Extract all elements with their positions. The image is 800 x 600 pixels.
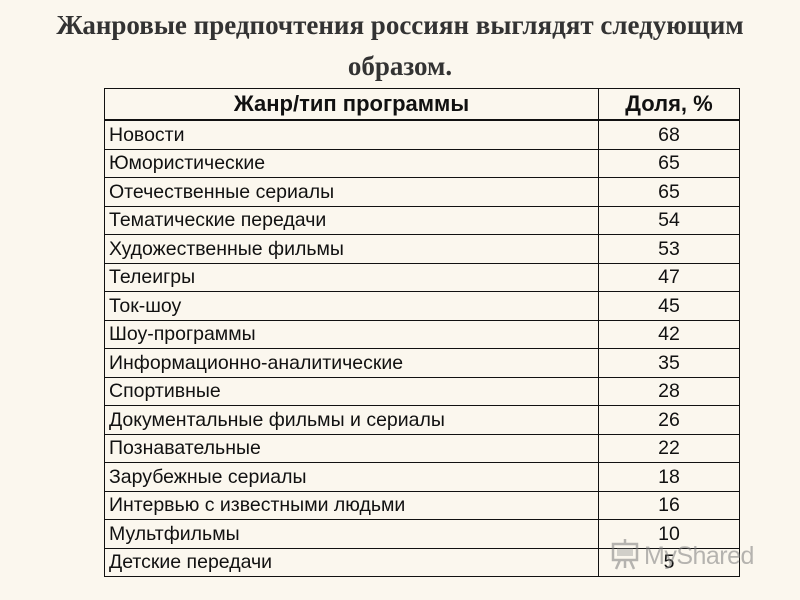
share-cell: 35 — [598, 348, 740, 378]
genre-cell: Ток-шоу — [104, 291, 599, 321]
share-cell: 10 — [598, 519, 740, 549]
table-row: Информационно-аналитические 35 — [104, 348, 740, 378]
genre-cell: Информационно-аналитические — [104, 348, 599, 378]
presentation-board-icon — [610, 538, 640, 575]
column-header-share: Доля, % — [598, 88, 740, 121]
share-cell: 22 — [598, 433, 740, 463]
genre-cell: Познавательные — [104, 433, 599, 463]
share-cell: 45 — [598, 291, 740, 321]
share-cell: 28 — [598, 376, 740, 406]
table-row: Ток-шоу 45 — [104, 291, 740, 321]
table-row: Тематические передачи 54 — [104, 205, 740, 235]
table-row: Телеигры 47 — [104, 262, 740, 292]
table-row: Познавательные 22 — [104, 433, 740, 463]
table-row: Спортивные 28 — [104, 376, 740, 406]
genre-cell: Детские передачи — [104, 547, 599, 577]
column-header-genre: Жанр/тип программы — [104, 88, 599, 121]
share-cell: 26 — [598, 405, 740, 435]
page-title-line-2: образом. — [347, 51, 453, 81]
share-cell: 54 — [598, 205, 740, 235]
share-cell: 5 — [598, 547, 740, 577]
share-cell: 53 — [598, 234, 740, 264]
table-header-row: Жанр/тип программы Доля, % — [104, 88, 740, 121]
table-row: Шоу-программы 42 — [104, 319, 740, 349]
genre-cell: Шоу-программы — [104, 319, 599, 349]
table-row: Документальные фильмы и сериалы 26 — [104, 405, 740, 435]
share-cell: 18 — [598, 462, 740, 492]
genre-cell: Интервью с известными людьми — [104, 490, 599, 520]
table-row: Художественные фильмы 53 — [104, 234, 740, 264]
genre-cell: Тематические передачи — [104, 205, 599, 235]
genre-cell: Зарубежные сериалы — [104, 462, 599, 492]
genre-cell: Мультфильмы — [104, 519, 599, 549]
genre-cell: Документальные фильмы и сериалы — [104, 405, 599, 435]
genre-cell: Телеигры — [104, 262, 599, 292]
table-row: Отечественные сериалы 65 — [104, 177, 740, 207]
share-cell: 47 — [598, 262, 740, 292]
genre-cell: Юмористические — [104, 148, 599, 178]
genre-cell: Отечественные сериалы — [104, 177, 599, 207]
table-row: Юмористические 65 — [104, 148, 740, 178]
table-row: Новости 68 — [104, 119, 740, 150]
share-cell: 42 — [598, 319, 740, 349]
genre-cell: Спортивные — [104, 376, 599, 406]
table-row: Зарубежные сериалы 18 — [104, 462, 740, 492]
share-cell: 68 — [598, 119, 740, 150]
share-cell: 65 — [598, 177, 740, 207]
watermark-text: MyShared — [644, 541, 754, 570]
share-cell: 16 — [598, 490, 740, 520]
table-row: Мультфильмы 10 — [104, 519, 740, 549]
genre-cell: Новости — [104, 119, 599, 150]
watermark: MyShared — [610, 538, 754, 574]
genre-preferences-table: Жанр/тип программы Доля, % Новости 68 Юмо… — [104, 88, 740, 577]
share-cell: 65 — [598, 148, 740, 178]
page-title-line-1: Жанровые предпочтения россиян выглядят с… — [56, 10, 744, 40]
genre-cell: Художественные фильмы — [104, 234, 599, 264]
table-row: Интервью с известными людьми 16 — [104, 490, 740, 520]
table-row: Детские передачи 5 — [104, 547, 740, 577]
